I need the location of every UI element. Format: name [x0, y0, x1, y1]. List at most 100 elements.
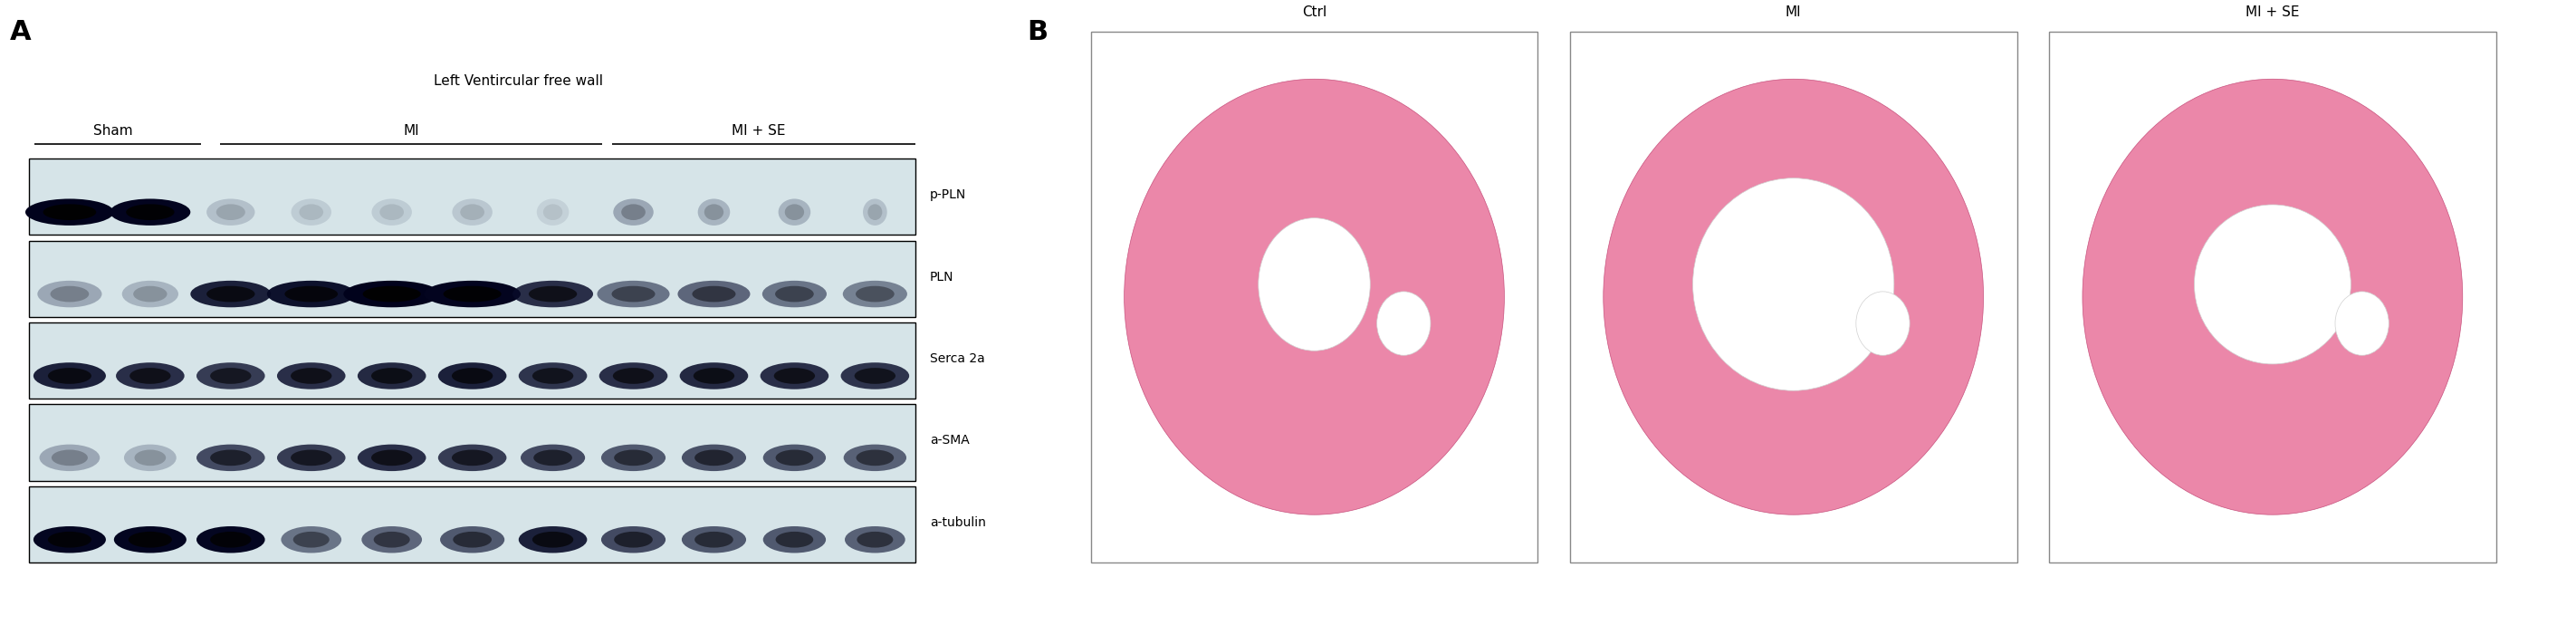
Ellipse shape [129, 532, 173, 548]
FancyBboxPatch shape [28, 322, 914, 399]
Ellipse shape [425, 281, 520, 308]
Ellipse shape [126, 204, 175, 220]
Ellipse shape [1257, 218, 1370, 351]
Text: MI + SE: MI + SE [732, 124, 786, 138]
Ellipse shape [206, 199, 255, 226]
Ellipse shape [451, 450, 492, 466]
Text: Left Ventircular free wall: Left Ventircular free wall [435, 74, 603, 88]
Ellipse shape [2081, 79, 2463, 514]
Ellipse shape [44, 204, 95, 220]
Ellipse shape [778, 199, 811, 226]
Ellipse shape [762, 444, 827, 471]
Text: A: A [10, 19, 31, 45]
Ellipse shape [371, 199, 412, 226]
Ellipse shape [842, 444, 907, 471]
Ellipse shape [858, 532, 894, 548]
Ellipse shape [52, 286, 90, 302]
Text: Sham: Sham [93, 124, 131, 138]
Ellipse shape [613, 450, 652, 466]
Ellipse shape [371, 450, 412, 466]
Ellipse shape [216, 204, 245, 220]
Ellipse shape [1692, 178, 1893, 391]
Ellipse shape [278, 444, 345, 471]
Ellipse shape [363, 286, 420, 302]
Ellipse shape [291, 368, 332, 384]
Ellipse shape [196, 444, 265, 471]
Ellipse shape [533, 450, 572, 466]
Ellipse shape [1123, 79, 1504, 514]
FancyBboxPatch shape [2048, 31, 2496, 562]
Ellipse shape [286, 286, 337, 302]
Text: PLN: PLN [930, 271, 953, 283]
Ellipse shape [533, 368, 574, 384]
FancyBboxPatch shape [28, 486, 914, 562]
Text: MI + SE: MI + SE [2246, 5, 2300, 19]
Ellipse shape [129, 368, 170, 384]
Ellipse shape [206, 286, 255, 302]
Ellipse shape [278, 362, 345, 389]
Ellipse shape [845, 526, 904, 553]
Ellipse shape [134, 450, 165, 466]
Ellipse shape [281, 526, 343, 553]
Ellipse shape [116, 362, 185, 389]
Text: p-PLN: p-PLN [930, 189, 966, 201]
Ellipse shape [438, 444, 507, 471]
Ellipse shape [773, 368, 814, 384]
Ellipse shape [520, 444, 585, 471]
Ellipse shape [840, 362, 909, 389]
Ellipse shape [600, 444, 665, 471]
Text: MI: MI [1785, 5, 1801, 19]
Ellipse shape [1602, 79, 1984, 514]
Ellipse shape [211, 368, 252, 384]
Ellipse shape [683, 444, 747, 471]
Ellipse shape [600, 526, 665, 553]
Ellipse shape [443, 286, 502, 302]
Ellipse shape [211, 532, 252, 548]
Ellipse shape [374, 532, 410, 548]
Ellipse shape [611, 286, 654, 302]
Ellipse shape [677, 281, 750, 308]
Ellipse shape [371, 368, 412, 384]
Ellipse shape [124, 444, 175, 471]
Ellipse shape [453, 532, 492, 548]
Ellipse shape [536, 199, 569, 226]
Ellipse shape [693, 286, 737, 302]
Ellipse shape [440, 526, 505, 553]
Ellipse shape [196, 362, 265, 389]
Ellipse shape [786, 204, 804, 220]
Ellipse shape [196, 526, 265, 553]
Ellipse shape [613, 532, 652, 548]
Ellipse shape [868, 204, 881, 220]
Ellipse shape [693, 368, 734, 384]
Ellipse shape [696, 450, 734, 466]
Ellipse shape [775, 286, 814, 302]
Ellipse shape [683, 526, 747, 553]
Ellipse shape [113, 526, 185, 553]
Ellipse shape [762, 281, 827, 308]
Ellipse shape [698, 199, 729, 226]
Ellipse shape [1857, 291, 1909, 355]
Ellipse shape [613, 368, 654, 384]
Ellipse shape [134, 286, 167, 302]
Ellipse shape [613, 199, 654, 226]
Ellipse shape [2195, 204, 2352, 364]
FancyBboxPatch shape [1569, 31, 2017, 562]
Ellipse shape [518, 362, 587, 389]
Ellipse shape [26, 199, 113, 226]
Ellipse shape [621, 204, 647, 220]
Ellipse shape [461, 204, 484, 220]
Ellipse shape [600, 362, 667, 389]
Ellipse shape [111, 199, 191, 226]
Ellipse shape [2336, 291, 2388, 355]
Ellipse shape [451, 368, 492, 384]
Ellipse shape [598, 281, 670, 308]
Ellipse shape [39, 444, 100, 471]
Ellipse shape [268, 281, 355, 308]
Ellipse shape [680, 362, 747, 389]
FancyBboxPatch shape [28, 241, 914, 317]
Text: Serca 2a: Serca 2a [930, 352, 984, 365]
Ellipse shape [1378, 291, 1430, 355]
Ellipse shape [361, 526, 422, 553]
FancyBboxPatch shape [28, 404, 914, 481]
Ellipse shape [211, 450, 252, 466]
